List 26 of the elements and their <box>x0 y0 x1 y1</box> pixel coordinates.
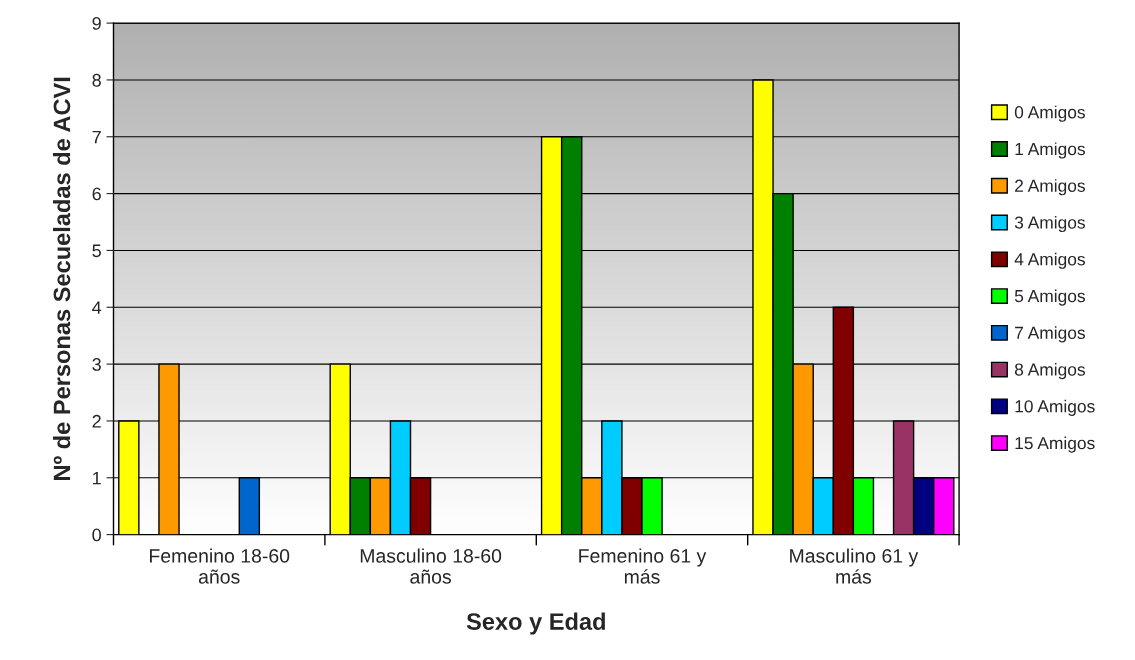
y-tick-label: 9 <box>92 17 101 30</box>
legend-label: 8 Amigos <box>1014 362 1085 380</box>
y-tick-label: 3 <box>92 358 101 371</box>
x-tick-label: Femenino 18-60 años <box>150 548 290 584</box>
y-tick-label: 0 <box>92 528 101 542</box>
y-axis-title: Nº de Personas Secueladas de ACVI <box>52 77 71 480</box>
y-tick-label: 4 <box>92 301 102 314</box>
x-tick-label: Masculino 18-60 años <box>360 548 502 584</box>
y-tick-label: 8 <box>92 73 101 87</box>
legend-label: 3 Amigos <box>1014 215 1085 233</box>
y-tick-label: 7 <box>92 130 101 144</box>
legend-label: 0 Amigos <box>1014 105 1085 122</box>
legend-label: 5 Amigos <box>1014 289 1085 306</box>
legend-label: 7 Amigos <box>1015 326 1085 343</box>
legend-label: 4 Amigos <box>1014 252 1085 269</box>
legend-label: 10 Amigos <box>1015 399 1095 416</box>
x-tick-label: Femenino 61 y más <box>579 548 707 584</box>
legend-label: 15 Amigos <box>1015 436 1095 453</box>
y-tick-label: 1 <box>93 471 101 485</box>
y-tick-label: 2 <box>92 414 101 428</box>
x-tick-label: Masculino 61 y más <box>790 548 919 584</box>
x-axis-title: Sexo y Edad <box>466 612 605 635</box>
y-tick-label: 5 <box>92 244 101 258</box>
y-tick-label: 6 <box>92 187 101 201</box>
legend-label: 1 Amigos <box>1015 142 1085 159</box>
legend-label: 2 Amigos <box>1015 179 1085 196</box>
